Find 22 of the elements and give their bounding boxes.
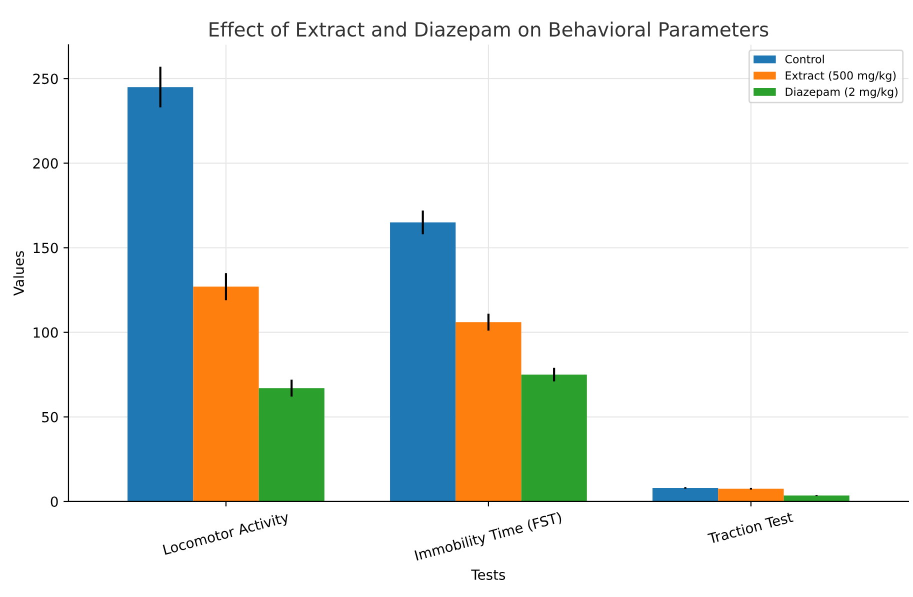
y-tick-label: 0 [50, 496, 58, 507]
bar [652, 488, 718, 502]
bar [390, 222, 456, 502]
x-axis-title: Tests [471, 570, 506, 580]
chart-title: Effect of Extract and Diazepam on Behavioral Parameters [210, 22, 768, 40]
y-axis-title: Values [13, 251, 24, 296]
bar [258, 388, 324, 502]
legend-label: Control [785, 54, 824, 64]
x-tick-label: Traction Test [707, 511, 794, 544]
legend-label: Diazepam (2 mg/kg) [786, 87, 898, 98]
bar [193, 286, 259, 502]
y-tick-label: 250 [33, 74, 58, 84]
y-tick-label: 150 [34, 242, 58, 254]
bar [128, 87, 194, 502]
y-tick-label: 200 [33, 158, 58, 169]
bar [456, 322, 522, 502]
legend-label: Extract (500 mg/kg) [786, 71, 896, 82]
bar [521, 374, 587, 502]
bar [784, 496, 850, 502]
y-tick-label: 50 [42, 412, 58, 422]
y-tick-label: 100 [34, 327, 58, 338]
bar [718, 488, 784, 502]
